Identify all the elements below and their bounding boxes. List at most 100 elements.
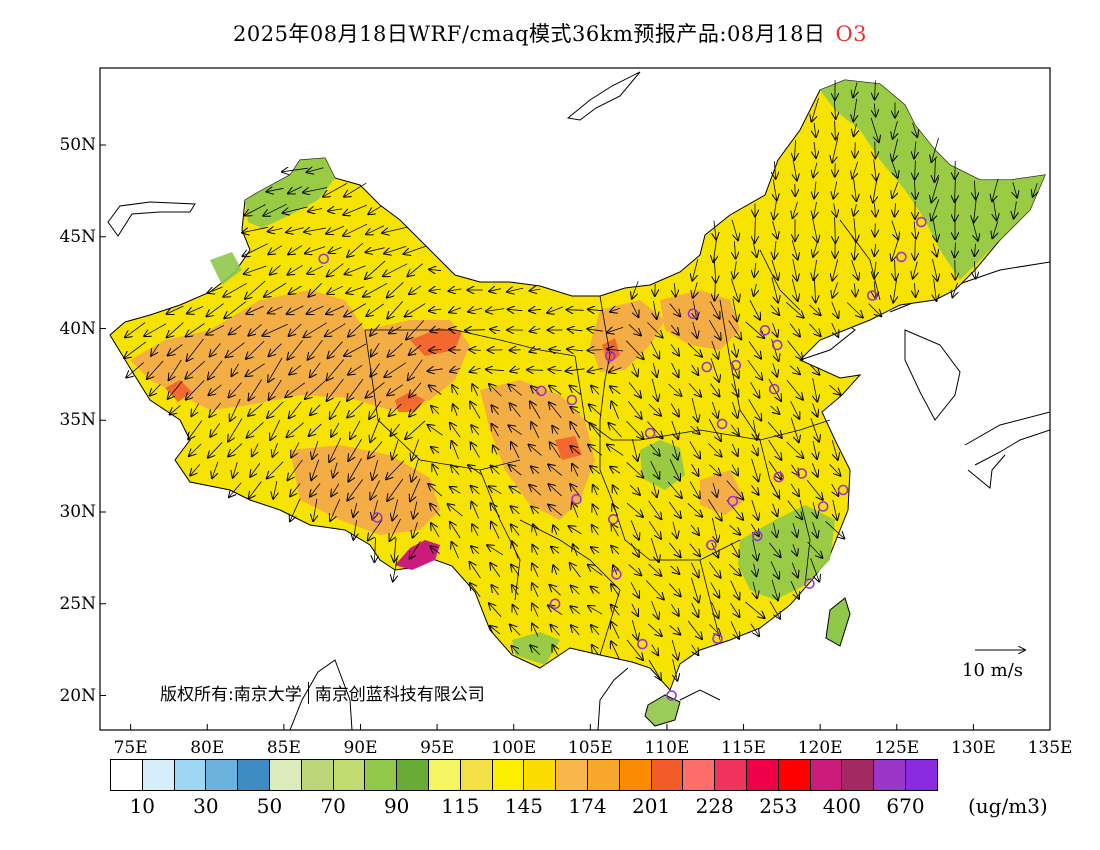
- wind-vector: [429, 350, 442, 351]
- wind-vector: [773, 323, 778, 337]
- wind-vector: [230, 398, 241, 421]
- wind-vector: [609, 368, 622, 373]
- wind-vector: [151, 343, 160, 356]
- wind-vector: [246, 340, 265, 359]
- wind-vector: [774, 200, 777, 220]
- wind-vector: [405, 303, 426, 317]
- wind-vector: [729, 525, 741, 534]
- wind-vector: [891, 220, 898, 240]
- wind-vector: [589, 404, 602, 416]
- wind-vector: [552, 645, 557, 656]
- wind-vector: [186, 323, 205, 337]
- wind-vector: [793, 522, 797, 537]
- wind-vector: [855, 283, 856, 297]
- wind-vector: [413, 501, 417, 519]
- wind-vector: [975, 243, 976, 256]
- wind-vector: [387, 282, 404, 297]
- colorbar-label: 400: [822, 794, 861, 818]
- wind-vector: [550, 585, 561, 596]
- station-marker: [915, 216, 927, 228]
- wind-vector: [471, 502, 479, 519]
- wind-vector: [431, 523, 440, 538]
- wind-vector: [854, 218, 856, 242]
- wind-vector: [974, 180, 975, 200]
- wind-vector: [490, 563, 501, 578]
- colorbar: [110, 759, 938, 791]
- wind-vector: [709, 464, 721, 476]
- wind-vector: [810, 558, 820, 581]
- wind-vector: [993, 199, 996, 221]
- wind-vector: [393, 558, 397, 582]
- wind-vector: [206, 325, 225, 334]
- wind-vector: [773, 522, 776, 537]
- wind-vector: [470, 402, 481, 419]
- wind-vector: [669, 583, 680, 597]
- wind-vector: [714, 220, 716, 240]
- wind-vector: [532, 545, 537, 556]
- wind-vector: [267, 401, 284, 418]
- wind-vector: [374, 537, 375, 562]
- wind-vector: [834, 203, 837, 217]
- wind-vector: [449, 289, 462, 291]
- wind-vector: [429, 289, 441, 291]
- wind-vector: [510, 403, 521, 417]
- wind-vector: [710, 357, 719, 382]
- wind-vector: [308, 209, 323, 212]
- wind-vector: [728, 320, 742, 340]
- wind-vector: [688, 383, 701, 396]
- colorbar-swatch: [268, 759, 302, 791]
- wind-vector: [572, 502, 579, 518]
- wind-vector: [430, 329, 440, 332]
- wind-vector: [771, 259, 778, 280]
- wind-vector: [730, 542, 739, 557]
- wind-vector: [368, 441, 383, 459]
- wind-vector: [209, 402, 222, 417]
- wind-vector: [754, 563, 757, 577]
- wind-vector: [189, 443, 202, 456]
- wind-vector: [669, 303, 680, 317]
- wind-vector: [673, 521, 677, 538]
- wind-vector: [346, 286, 365, 293]
- wind-vector: [191, 403, 199, 416]
- wind-vector: [955, 198, 956, 221]
- wind-vector: [263, 203, 287, 216]
- wind-vector: [430, 504, 441, 517]
- wind-vector: [648, 659, 661, 680]
- wind-vector: [669, 625, 681, 634]
- wind-vector: [531, 466, 540, 473]
- wind-vector: [206, 303, 224, 317]
- wind-vector: [468, 308, 483, 312]
- wind-vector: [753, 539, 758, 561]
- wind-vector: [347, 242, 364, 257]
- wind-vector: [768, 378, 781, 401]
- wind-vector: [288, 459, 303, 480]
- wind-vector: [753, 242, 756, 257]
- wind-vector: [124, 341, 147, 358]
- wind-vector: [452, 542, 459, 559]
- wind-vector: [512, 585, 519, 596]
- wind-vector: [270, 264, 281, 274]
- wind-vector: [787, 340, 803, 360]
- wind-vector: [915, 282, 916, 297]
- wind-vector: [326, 359, 344, 381]
- wind-vector: [450, 522, 461, 539]
- wind-vector: [653, 362, 657, 377]
- wind-vector: [491, 405, 499, 415]
- wind-vector: [549, 386, 562, 395]
- wind-vector: [714, 257, 716, 282]
- wind-vector: [769, 542, 780, 557]
- wind-vector: [611, 605, 620, 616]
- wind-vector: [934, 279, 937, 301]
- wind-vector: [670, 603, 679, 616]
- wind-vector: [626, 340, 643, 359]
- colorbar-swatch: [682, 759, 716, 791]
- wind-vector: [471, 442, 480, 458]
- station-marker: [318, 253, 330, 265]
- wind-vector: [829, 464, 841, 475]
- title-main: 2025年08月18日WRF/cmaq模式36km预报产品:08月18日: [232, 22, 826, 46]
- wind-vector: [668, 542, 680, 557]
- wind-vector: [750, 523, 759, 536]
- wind-vector: [813, 403, 818, 416]
- station-marker: [837, 484, 849, 496]
- wind-vector: [229, 325, 242, 335]
